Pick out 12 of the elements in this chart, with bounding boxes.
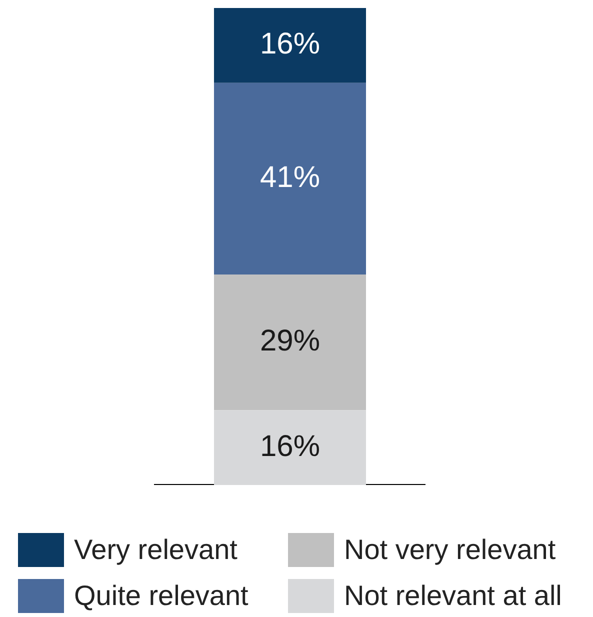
legend-label: Quite relevant — [74, 580, 248, 612]
data-label: 41% — [260, 160, 320, 194]
data-label: 16% — [260, 430, 320, 463]
legend-label: Not relevant at all — [344, 580, 562, 612]
data-label: 16% — [260, 28, 320, 61]
bar — [214, 274, 366, 410]
data-label: 29% — [260, 324, 320, 358]
bar — [214, 82, 366, 275]
bar — [214, 410, 366, 485]
bar — [214, 8, 366, 83]
legend-label: Not very relevant — [344, 534, 556, 566]
legend-label: Very relevant — [74, 534, 238, 566]
